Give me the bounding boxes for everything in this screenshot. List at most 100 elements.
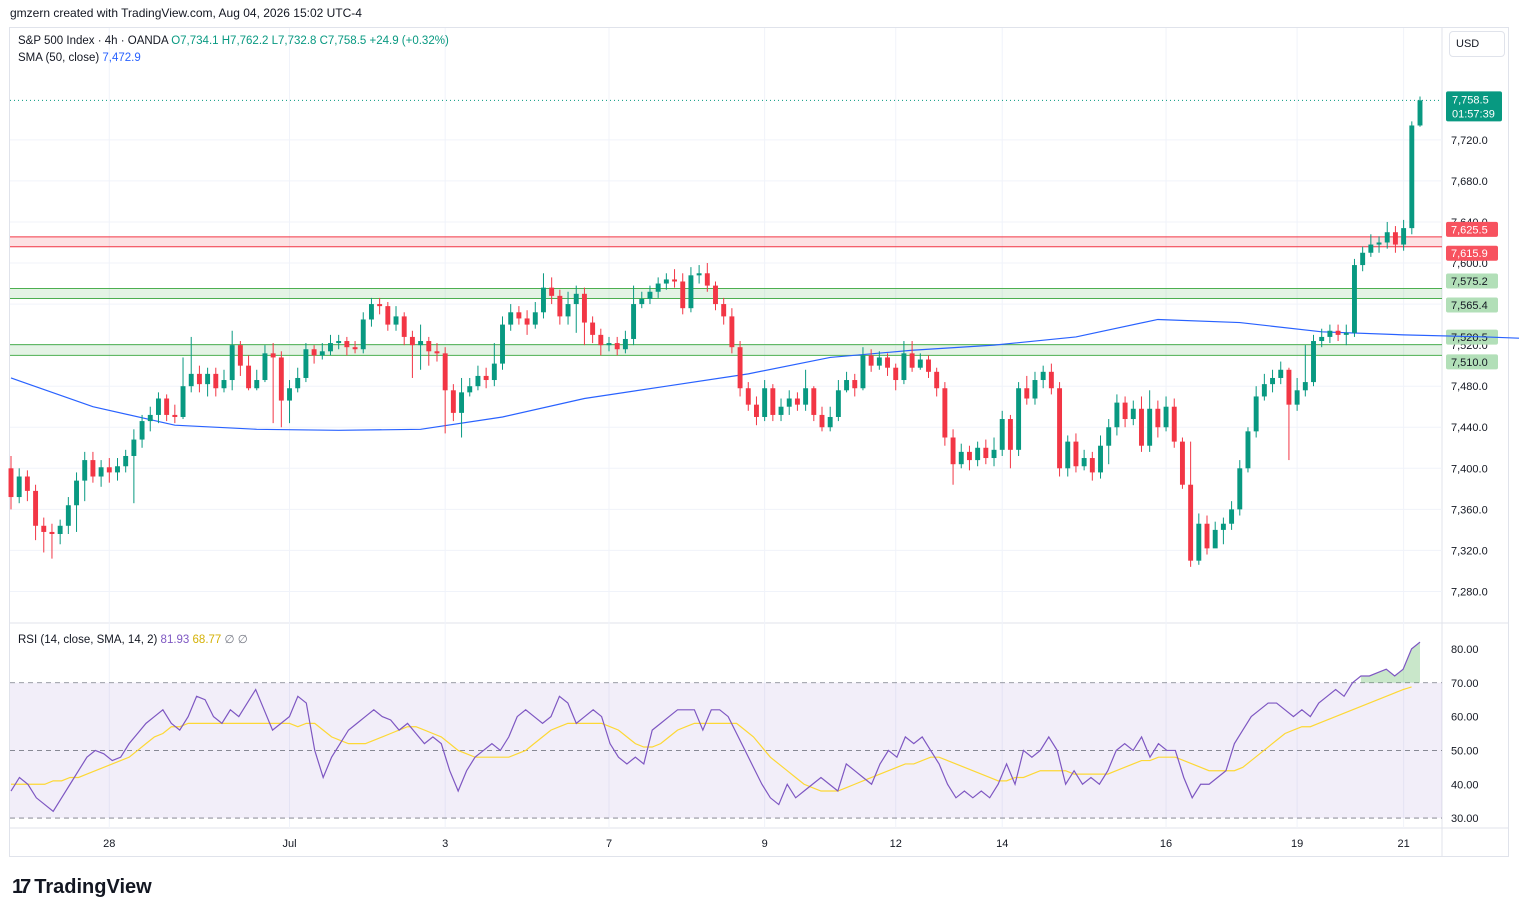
candle-body — [1081, 458, 1087, 467]
candle-body — [835, 390, 841, 417]
legend-change: +24.9 (+0.32%) — [369, 35, 449, 47]
candle-body — [778, 406, 784, 415]
candle-body — [377, 304, 383, 307]
candle-body — [688, 275, 694, 309]
candle-body — [786, 398, 792, 407]
sma-legend: SMA (50, close) 7,472.9 — [18, 52, 141, 64]
rsi-y-tick-label: 60.00 — [1451, 712, 1479, 724]
y-tick-label: 7,480.0 — [1451, 381, 1488, 393]
x-tick-label: Jul — [282, 838, 296, 850]
candle-body — [876, 357, 882, 366]
candle-body — [926, 359, 931, 372]
candle-body — [680, 281, 686, 309]
candle-body — [418, 341, 424, 346]
candle-body — [246, 365, 252, 389]
zone-price-tag — [1446, 297, 1498, 313]
candle-body — [229, 345, 235, 381]
x-tick-label: 7 — [606, 838, 612, 850]
candle-body — [803, 388, 809, 405]
candle-body — [287, 388, 292, 401]
candle-body — [1245, 431, 1251, 469]
candle-body — [1073, 441, 1079, 467]
candle-body — [672, 279, 677, 282]
rsi-legend-label[interactable]: RSI (14, close, SMA, 14, 2) — [18, 634, 158, 646]
candle-body — [1196, 523, 1202, 561]
candle-body — [606, 343, 612, 346]
sma-legend-label[interactable]: SMA (50, close) — [18, 52, 100, 64]
rsi-line — [10, 641, 1421, 813]
candle-body — [1286, 369, 1292, 405]
candle-body — [1220, 523, 1226, 530]
candle-body — [1311, 341, 1316, 383]
candle-body — [1368, 244, 1374, 253]
candle-body — [303, 349, 309, 378]
candle-body — [352, 347, 358, 350]
candle-body — [590, 322, 596, 335]
candle-body — [426, 341, 432, 352]
candle-body — [115, 466, 120, 473]
countdown-label: 01:57:39 — [1452, 108, 1495, 120]
candle-body — [745, 388, 751, 405]
candle-body — [1106, 427, 1112, 446]
zone-price-tag — [1446, 245, 1498, 261]
candle-body — [541, 287, 546, 313]
candle-body — [90, 460, 96, 477]
candle-body — [581, 293, 587, 323]
candle-body — [1122, 402, 1128, 420]
candle-body — [975, 447, 981, 461]
candle-body — [516, 312, 522, 319]
rsi-y-tick-label: 40.00 — [1451, 779, 1479, 791]
candle-body — [885, 357, 890, 368]
legend-symbol[interactable]: S&P 500 Index · 4h · OANDA — [18, 35, 169, 47]
candle-body — [131, 439, 137, 456]
candle-body — [1147, 408, 1153, 446]
candle-body — [966, 451, 972, 461]
candle-body — [573, 293, 579, 305]
currency-button[interactable]: USD — [1449, 31, 1505, 57]
rsi-sma-legend-value: 68.77 — [192, 634, 222, 646]
x-tick-label: 19 — [1291, 838, 1303, 850]
candle-body — [319, 351, 325, 356]
candle-body — [1007, 419, 1013, 450]
candle-body — [1139, 408, 1144, 446]
candle-body — [475, 375, 481, 387]
candle-body — [295, 377, 301, 389]
tradingview-brand[interactable]: 17 TradingView — [12, 876, 152, 899]
rsi-na-2: ∅ — [237, 634, 248, 646]
zone-price-label: 7,565.4 — [1451, 300, 1488, 312]
candle-body — [1024, 388, 1030, 399]
x-tick-label: 12 — [890, 838, 902, 850]
x-tick-label: 28 — [103, 838, 115, 850]
candle-body — [172, 414, 178, 417]
candle-body — [893, 367, 899, 381]
candle-body — [1278, 369, 1284, 378]
price-legend: S&P 500 Index · 4h · OANDA O7,734.1 H7,7… — [18, 35, 449, 47]
candle-body — [1016, 388, 1022, 450]
candle-body — [1065, 441, 1071, 469]
candle-body — [41, 525, 47, 532]
candle-body — [1130, 408, 1136, 420]
zone-price-label: 7,510.0 — [1451, 357, 1488, 369]
rsi-y-tick-label: 80.00 — [1451, 644, 1479, 656]
sma-line — [10, 318, 1519, 431]
candle-body — [549, 287, 555, 296]
chart-frame — [9, 27, 1509, 857]
candle-body — [844, 380, 850, 391]
candle-body — [1048, 371, 1054, 389]
candle-body — [598, 334, 604, 346]
rsi-y-tick-label: 50.00 — [1451, 745, 1479, 757]
candle-body — [409, 336, 415, 346]
candle-body — [434, 351, 440, 354]
candle-body — [1098, 445, 1103, 473]
candle-body — [262, 353, 268, 381]
candle-body — [1114, 402, 1120, 428]
candle-body — [500, 324, 505, 364]
candle-body — [1376, 242, 1382, 245]
candle-body — [336, 341, 342, 344]
candle-body — [770, 388, 776, 415]
candle-body — [631, 304, 637, 339]
candle-body — [49, 531, 55, 534]
candle-body — [1212, 529, 1218, 549]
zone-price-tag — [1446, 273, 1498, 289]
